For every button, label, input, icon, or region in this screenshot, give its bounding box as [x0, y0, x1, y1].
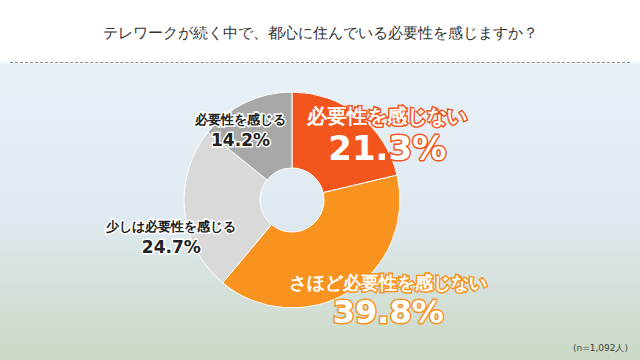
svg-text:少しは必要性を感じる: 少しは必要性を感じる: [105, 219, 236, 234]
svg-text:必要性を感じる: 必要性を感じる: [194, 112, 286, 127]
svg-text:39.8%: 39.8%: [333, 293, 444, 331]
svg-text:テレワークが続く中で、都心に住んでいる必要性を感じますか？: テレワークが続く中で、都心に住んでいる必要性を感じますか？: [103, 24, 538, 42]
svg-text:24.7%: 24.7%: [142, 237, 201, 257]
svg-text:必要性を感じない: 必要性を感じない: [306, 104, 467, 128]
svg-text:14.2%: 14.2%: [211, 130, 270, 150]
svg-text:(n=1,092人): (n=1,092人): [573, 343, 628, 353]
svg-text:さほど必要性を感じない: さほど必要性を感じない: [289, 272, 487, 293]
svg-text:21.3%: 21.3%: [328, 128, 446, 168]
